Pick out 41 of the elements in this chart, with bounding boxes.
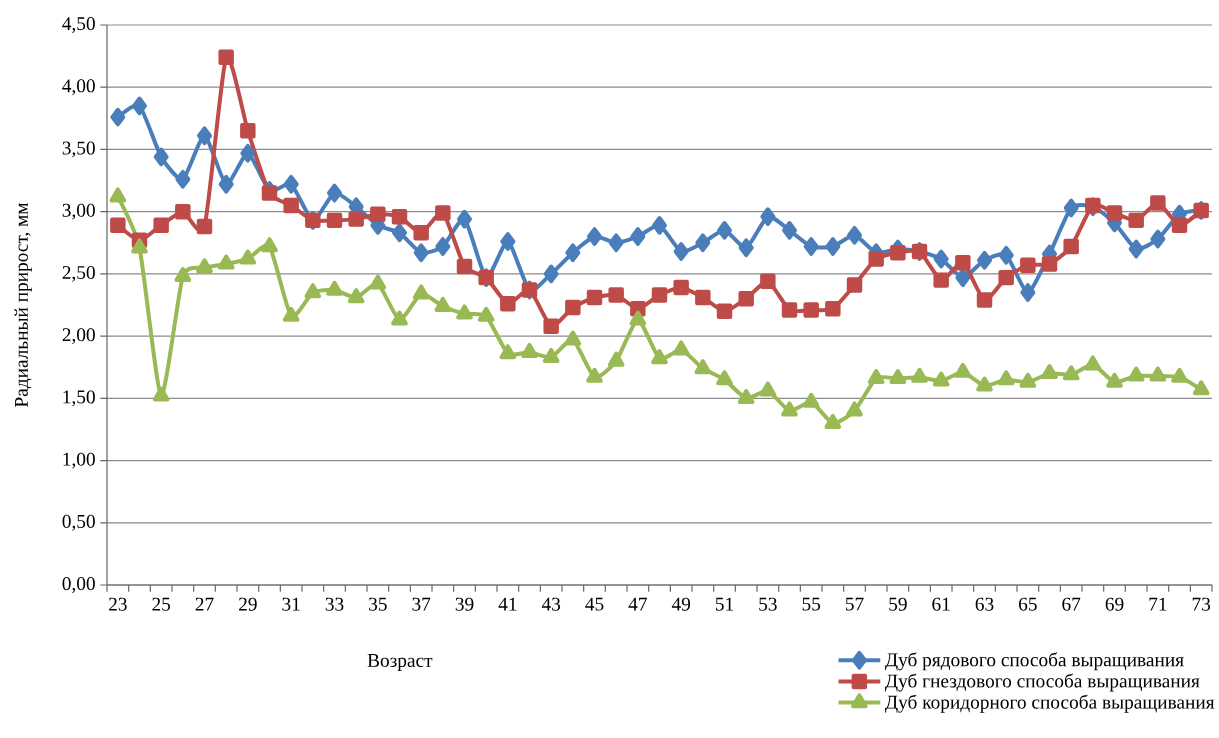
x-tick-label: 29 <box>239 597 257 611</box>
legend-label: Дуб рядового способа выращивания <box>885 652 1184 671</box>
x-tick-label: 63 <box>975 597 994 611</box>
legend-label: Дуб коридорного способа выращивания <box>885 694 1215 713</box>
x-tick-label: 59 <box>889 597 907 611</box>
x-tick-label: 39 <box>455 597 474 611</box>
x-tick-label: 67 <box>1062 597 1081 611</box>
x-tick-label: 51 <box>715 597 734 611</box>
x-tick-label: 49 <box>671 597 691 611</box>
x-tick-label: 33 <box>325 597 344 611</box>
x-axis-title: Возраст <box>367 654 433 671</box>
y-tick-label: 1,50 <box>63 390 95 407</box>
x-tick-label: 37 <box>412 597 431 611</box>
y-tick-label: 4,00 <box>62 79 95 96</box>
y-tick-label: 0,50 <box>62 514 95 531</box>
x-tick-label: 41 <box>498 597 517 611</box>
y-axis-title: Радиальный прирост, мм <box>14 202 32 407</box>
legend-label: Дуб гнездового способа выращивания <box>885 673 1200 692</box>
x-tick-label: 35 <box>369 597 387 611</box>
x-tick-label: 57 <box>845 597 864 611</box>
y-tick-label: 3,00 <box>62 203 95 220</box>
x-tick-label: 31 <box>282 597 300 611</box>
x-tick-label: 71 <box>1149 597 1167 611</box>
x-tick-label: 27 <box>195 597 214 611</box>
x-tick-label: 73 <box>1192 597 1211 611</box>
x-tick-label: 23 <box>109 597 127 611</box>
y-tick-label: 1,00 <box>63 452 95 469</box>
y-tick-label: 2,00 <box>62 328 95 345</box>
x-tick-label: 53 <box>759 597 777 611</box>
y-tick-label: 3,50 <box>62 141 95 158</box>
x-tick-label: 45 <box>585 597 604 611</box>
y-tick-label: 2,50 <box>62 265 95 282</box>
y-tick-label: 0,00 <box>62 577 95 593</box>
x-tick-label: 25 <box>152 597 171 611</box>
x-tick-label: 61 <box>932 597 950 611</box>
x-tick-label: 47 <box>628 597 647 611</box>
x-tick-label: 55 <box>802 597 821 611</box>
x-tick-label: 69 <box>1105 597 1124 611</box>
x-tick-label: 65 <box>1019 597 1037 611</box>
x-tick-label: 43 <box>541 597 561 611</box>
y-tick-label: 4,50 <box>62 17 95 33</box>
